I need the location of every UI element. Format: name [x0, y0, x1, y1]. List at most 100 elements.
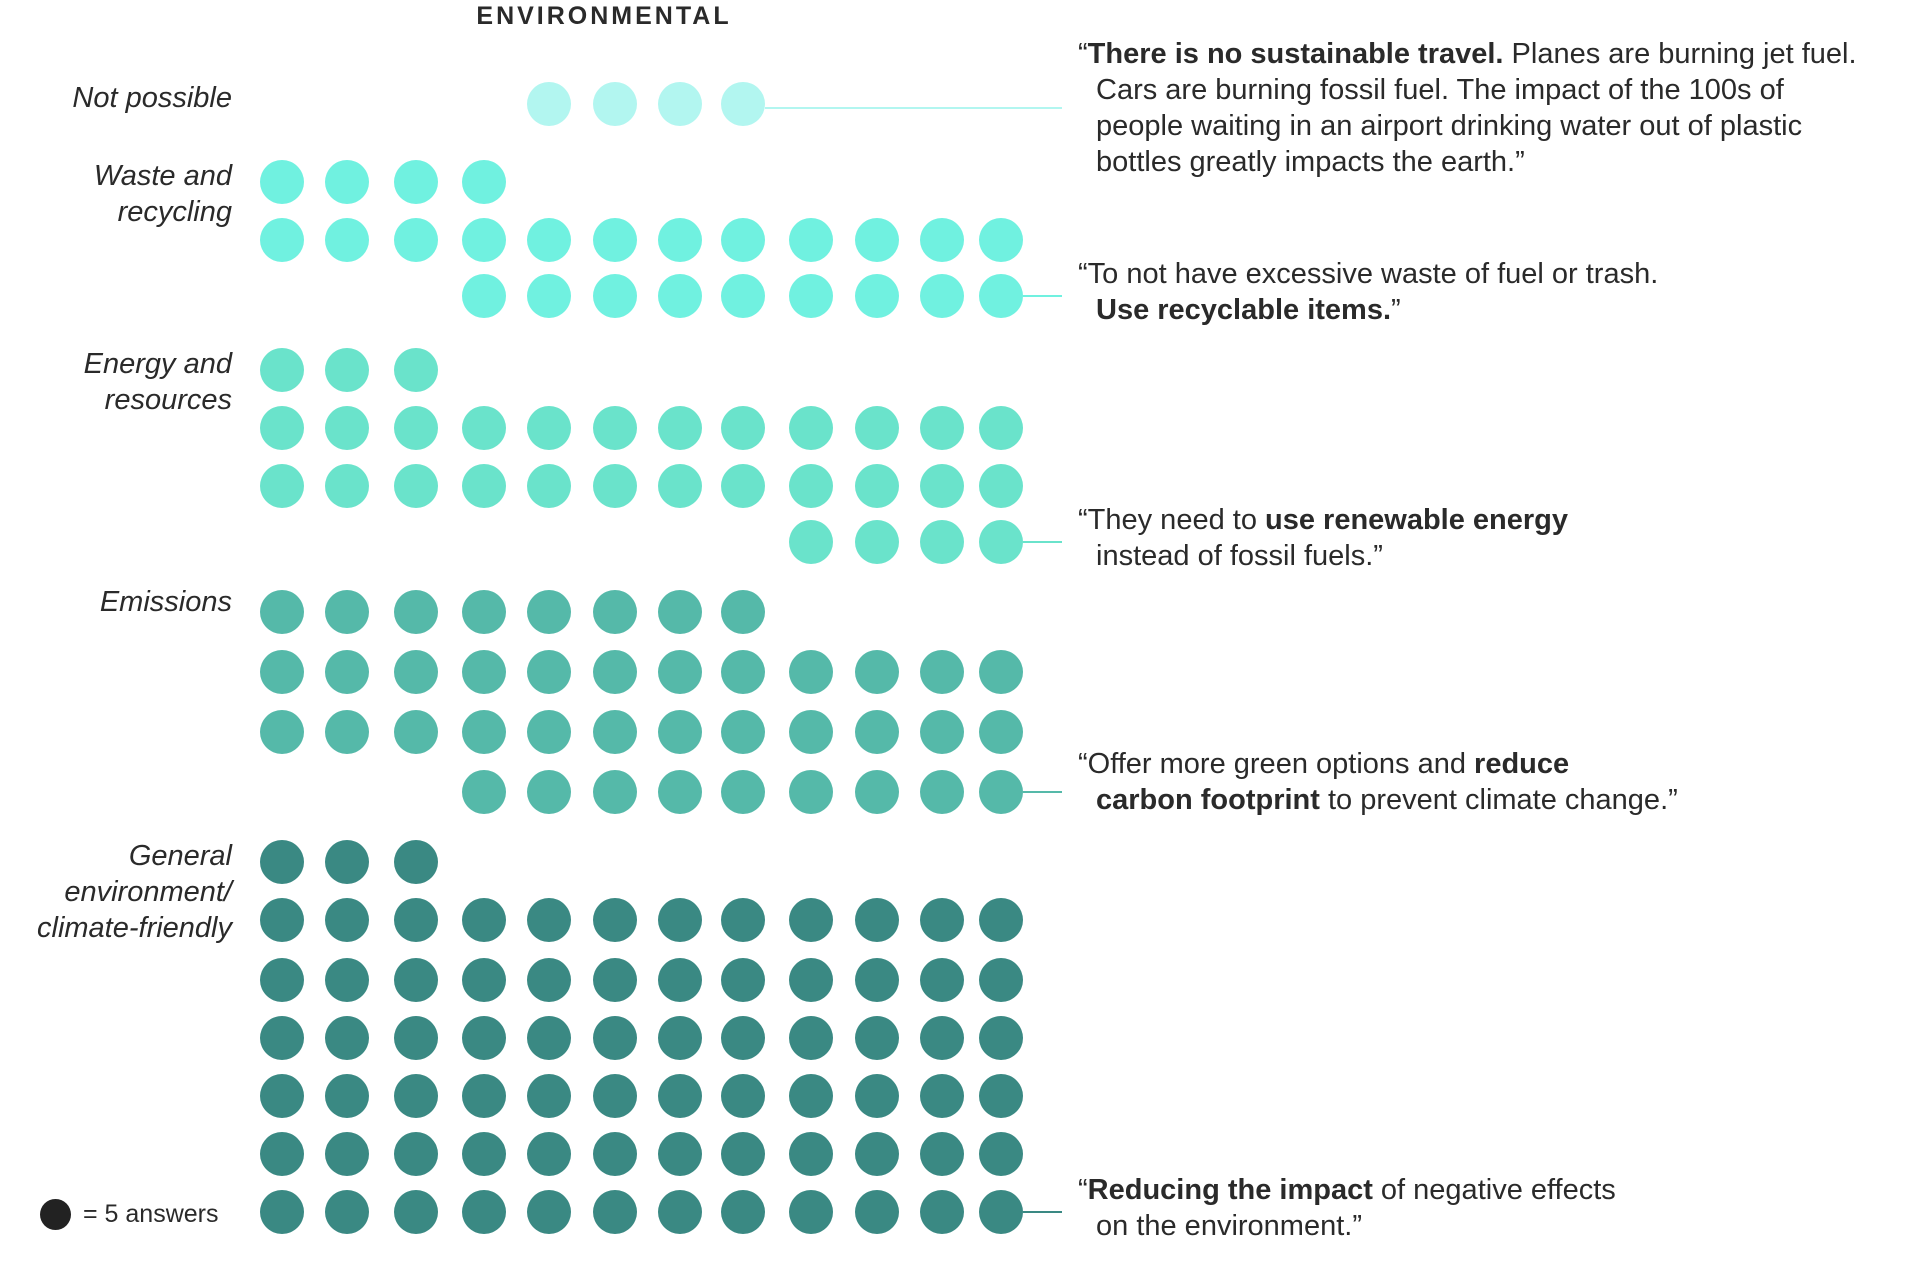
dot-1-0-3 [462, 160, 506, 204]
quote-line: Cars are burning fossil fuel. The impact… [1078, 72, 1857, 108]
dot-4-0-0 [260, 840, 304, 884]
dot-3-1-0 [260, 650, 304, 694]
dot-3-2-5 [593, 710, 637, 754]
quote-block: “There is no sustainable travel. Planes … [1078, 36, 1857, 180]
dot-2-2-11 [979, 464, 1023, 508]
dot-3-2-9 [855, 710, 899, 754]
dot-1-0-0 [260, 160, 304, 204]
quote-block: “Offer more green options and reduce carb… [1078, 746, 1678, 818]
category-label-line: climate-friendly [37, 912, 232, 944]
quote-text: “To not have excessive waste of fuel or … [1078, 258, 1659, 290]
dot-4-1-4 [527, 898, 571, 942]
dot-1-2-1 [527, 274, 571, 318]
dot-4-6-7 [721, 1190, 765, 1234]
dot-2-2-6 [658, 464, 702, 508]
dot-3-3-1 [527, 770, 571, 814]
dot-3-2-1 [325, 710, 369, 754]
category-label: Not possible [72, 80, 232, 116]
dot-2-3-1 [855, 520, 899, 564]
dot-1-1-10 [920, 218, 964, 262]
dot-3-0-5 [593, 590, 637, 634]
dot-3-1-5 [593, 650, 637, 694]
dot-1-1-8 [789, 218, 833, 262]
quote-text: “Offer more green options and [1078, 748, 1475, 780]
dot-1-1-5 [593, 218, 637, 262]
dot-4-5-2 [394, 1132, 438, 1176]
quote-emphasis: Use recyclable items. [1096, 294, 1392, 326]
dot-4-5-11 [979, 1132, 1023, 1176]
dot-2-1-2 [394, 406, 438, 450]
dot-4-5-4 [527, 1132, 571, 1176]
chart-title: ENVIRONMENTAL [476, 2, 732, 30]
quote-line: “To not have excessive waste of fuel or … [1078, 256, 1658, 292]
quote-block: “To not have excessive waste of fuel or … [1078, 256, 1658, 328]
dot-4-6-5 [593, 1190, 637, 1234]
dot-2-2-4 [527, 464, 571, 508]
dot-4-4-0 [260, 1074, 304, 1118]
dot-2-1-10 [920, 406, 964, 450]
category-label: Energy and resources [84, 346, 232, 418]
dot-4-6-1 [325, 1190, 369, 1234]
dot-4-2-7 [721, 958, 765, 1002]
dot-3-1-7 [721, 650, 765, 694]
dot-3-1-2 [394, 650, 438, 694]
quote-line: “There is no sustainable travel. Planes … [1078, 36, 1857, 72]
dot-4-4-7 [721, 1074, 765, 1118]
dot-1-1-2 [394, 218, 438, 262]
dot-4-3-9 [855, 1016, 899, 1060]
dot-4-4-9 [855, 1074, 899, 1118]
dot-4-3-8 [789, 1016, 833, 1060]
dot-4-5-10 [920, 1132, 964, 1176]
quote-text: instead of fossil fuels.” [1096, 540, 1383, 572]
dot-1-2-2 [593, 274, 637, 318]
dot-2-1-1 [325, 406, 369, 450]
dot-3-2-7 [721, 710, 765, 754]
dot-4-3-2 [394, 1016, 438, 1060]
dot-4-1-2 [394, 898, 438, 942]
dot-2-2-7 [721, 464, 765, 508]
quote-text: “They need to [1078, 504, 1265, 536]
dot-4-0-2 [394, 840, 438, 884]
dot-1-2-7 [920, 274, 964, 318]
dot-4-4-8 [789, 1074, 833, 1118]
dot-4-2-5 [593, 958, 637, 1002]
quote-line: bottles greatly impacts the earth.” [1078, 144, 1857, 180]
quote-emphasis: use renewable energy [1265, 504, 1569, 536]
dot-4-2-8 [789, 958, 833, 1002]
dot-3-0-7 [721, 590, 765, 634]
dot-3-3-2 [593, 770, 637, 814]
dot-3-3-3 [658, 770, 702, 814]
dot-2-2-8 [789, 464, 833, 508]
dot-2-0-2 [394, 348, 438, 392]
quote-block: “Reducing the impact of negative effects… [1078, 1172, 1616, 1244]
quote-line: on the environment.” [1078, 1208, 1616, 1244]
dot-2-0-0 [260, 348, 304, 392]
legend-dot-icon [40, 1198, 71, 1230]
dot-4-2-3 [462, 958, 506, 1002]
dot-1-1-0 [260, 218, 304, 262]
dot-4-6-8 [789, 1190, 833, 1234]
category-label-line: resources [104, 384, 232, 416]
dot-2-1-7 [721, 406, 765, 450]
quote-line: “They need to use renewable energy [1078, 502, 1568, 538]
quote-text: “ [1078, 38, 1088, 70]
dot-4-6-0 [260, 1190, 304, 1234]
dot-1-0-2 [394, 160, 438, 204]
dot-4-4-4 [527, 1074, 571, 1118]
dot-4-6-2 [394, 1190, 438, 1234]
dot-3-3-7 [920, 770, 964, 814]
dot-2-1-8 [789, 406, 833, 450]
dot-4-5-8 [789, 1132, 833, 1176]
dot-4-0-1 [325, 840, 369, 884]
dot-4-3-4 [527, 1016, 571, 1060]
dot-4-2-4 [527, 958, 571, 1002]
dot-4-2-6 [658, 958, 702, 1002]
category-label-line: General [128, 840, 232, 872]
dot-4-6-6 [658, 1190, 702, 1234]
dot-0-0-1 [593, 82, 637, 126]
dot-1-1-4 [527, 218, 571, 262]
dot-1-1-6 [658, 218, 702, 262]
quote-emphasis: There is no sustainable travel. [1087, 38, 1504, 70]
dot-1-1-3 [462, 218, 506, 262]
quote-text: Cars are burning fossil fuel. The impact… [1096, 74, 1784, 106]
